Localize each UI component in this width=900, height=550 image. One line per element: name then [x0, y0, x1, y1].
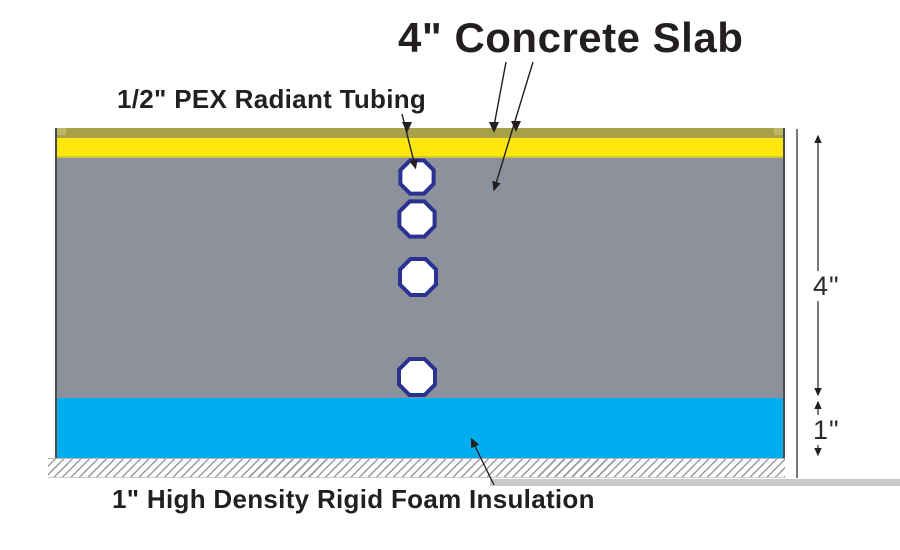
- top-coat-endcap-right: [774, 128, 783, 135]
- gravel-base-hatch-layer: [48, 458, 785, 478]
- surface-top-coat-layer: [57, 128, 783, 138]
- slab-assembly: [55, 128, 785, 458]
- surface-entry-arrow-icon-1: [402, 122, 412, 133]
- pex-tube-icon-2: [397, 199, 437, 239]
- dimension-label-slab: 4": [799, 271, 897, 301]
- pex-tube-icons: [397, 158, 438, 397]
- dimension-label-insulation: 1": [799, 415, 897, 445]
- pex-tube-icon-3: [398, 257, 438, 297]
- leader-line-insulation: [470, 437, 495, 486]
- finish-layer: [57, 138, 783, 158]
- surface-entry-arrow-icon-3: [511, 121, 521, 132]
- insulation-label: 1" High Density Rigid Foam Insulation: [112, 484, 595, 514]
- pex-tube-icon-4: [397, 357, 437, 397]
- dimension-label-insulation-text: 1": [813, 414, 840, 445]
- pex-tube-icon-1: [398, 158, 436, 196]
- assembly-left-border: [55, 128, 57, 458]
- foam-insulation-layer: [57, 398, 783, 458]
- top-coat-endcap-left: [57, 128, 66, 135]
- dimension-label-slab-text: 4": [813, 270, 840, 301]
- diagram-title: 4" Concrete Slab: [398, 14, 744, 61]
- ground-line-bar: [490, 479, 900, 486]
- surface-entry-arrow-icon-2: [489, 122, 499, 133]
- pex-tubing-label: 1/2" PEX Radiant Tubing: [117, 84, 427, 114]
- leader-line-surface: [493, 61, 507, 127]
- assembly-right-border: [783, 128, 785, 458]
